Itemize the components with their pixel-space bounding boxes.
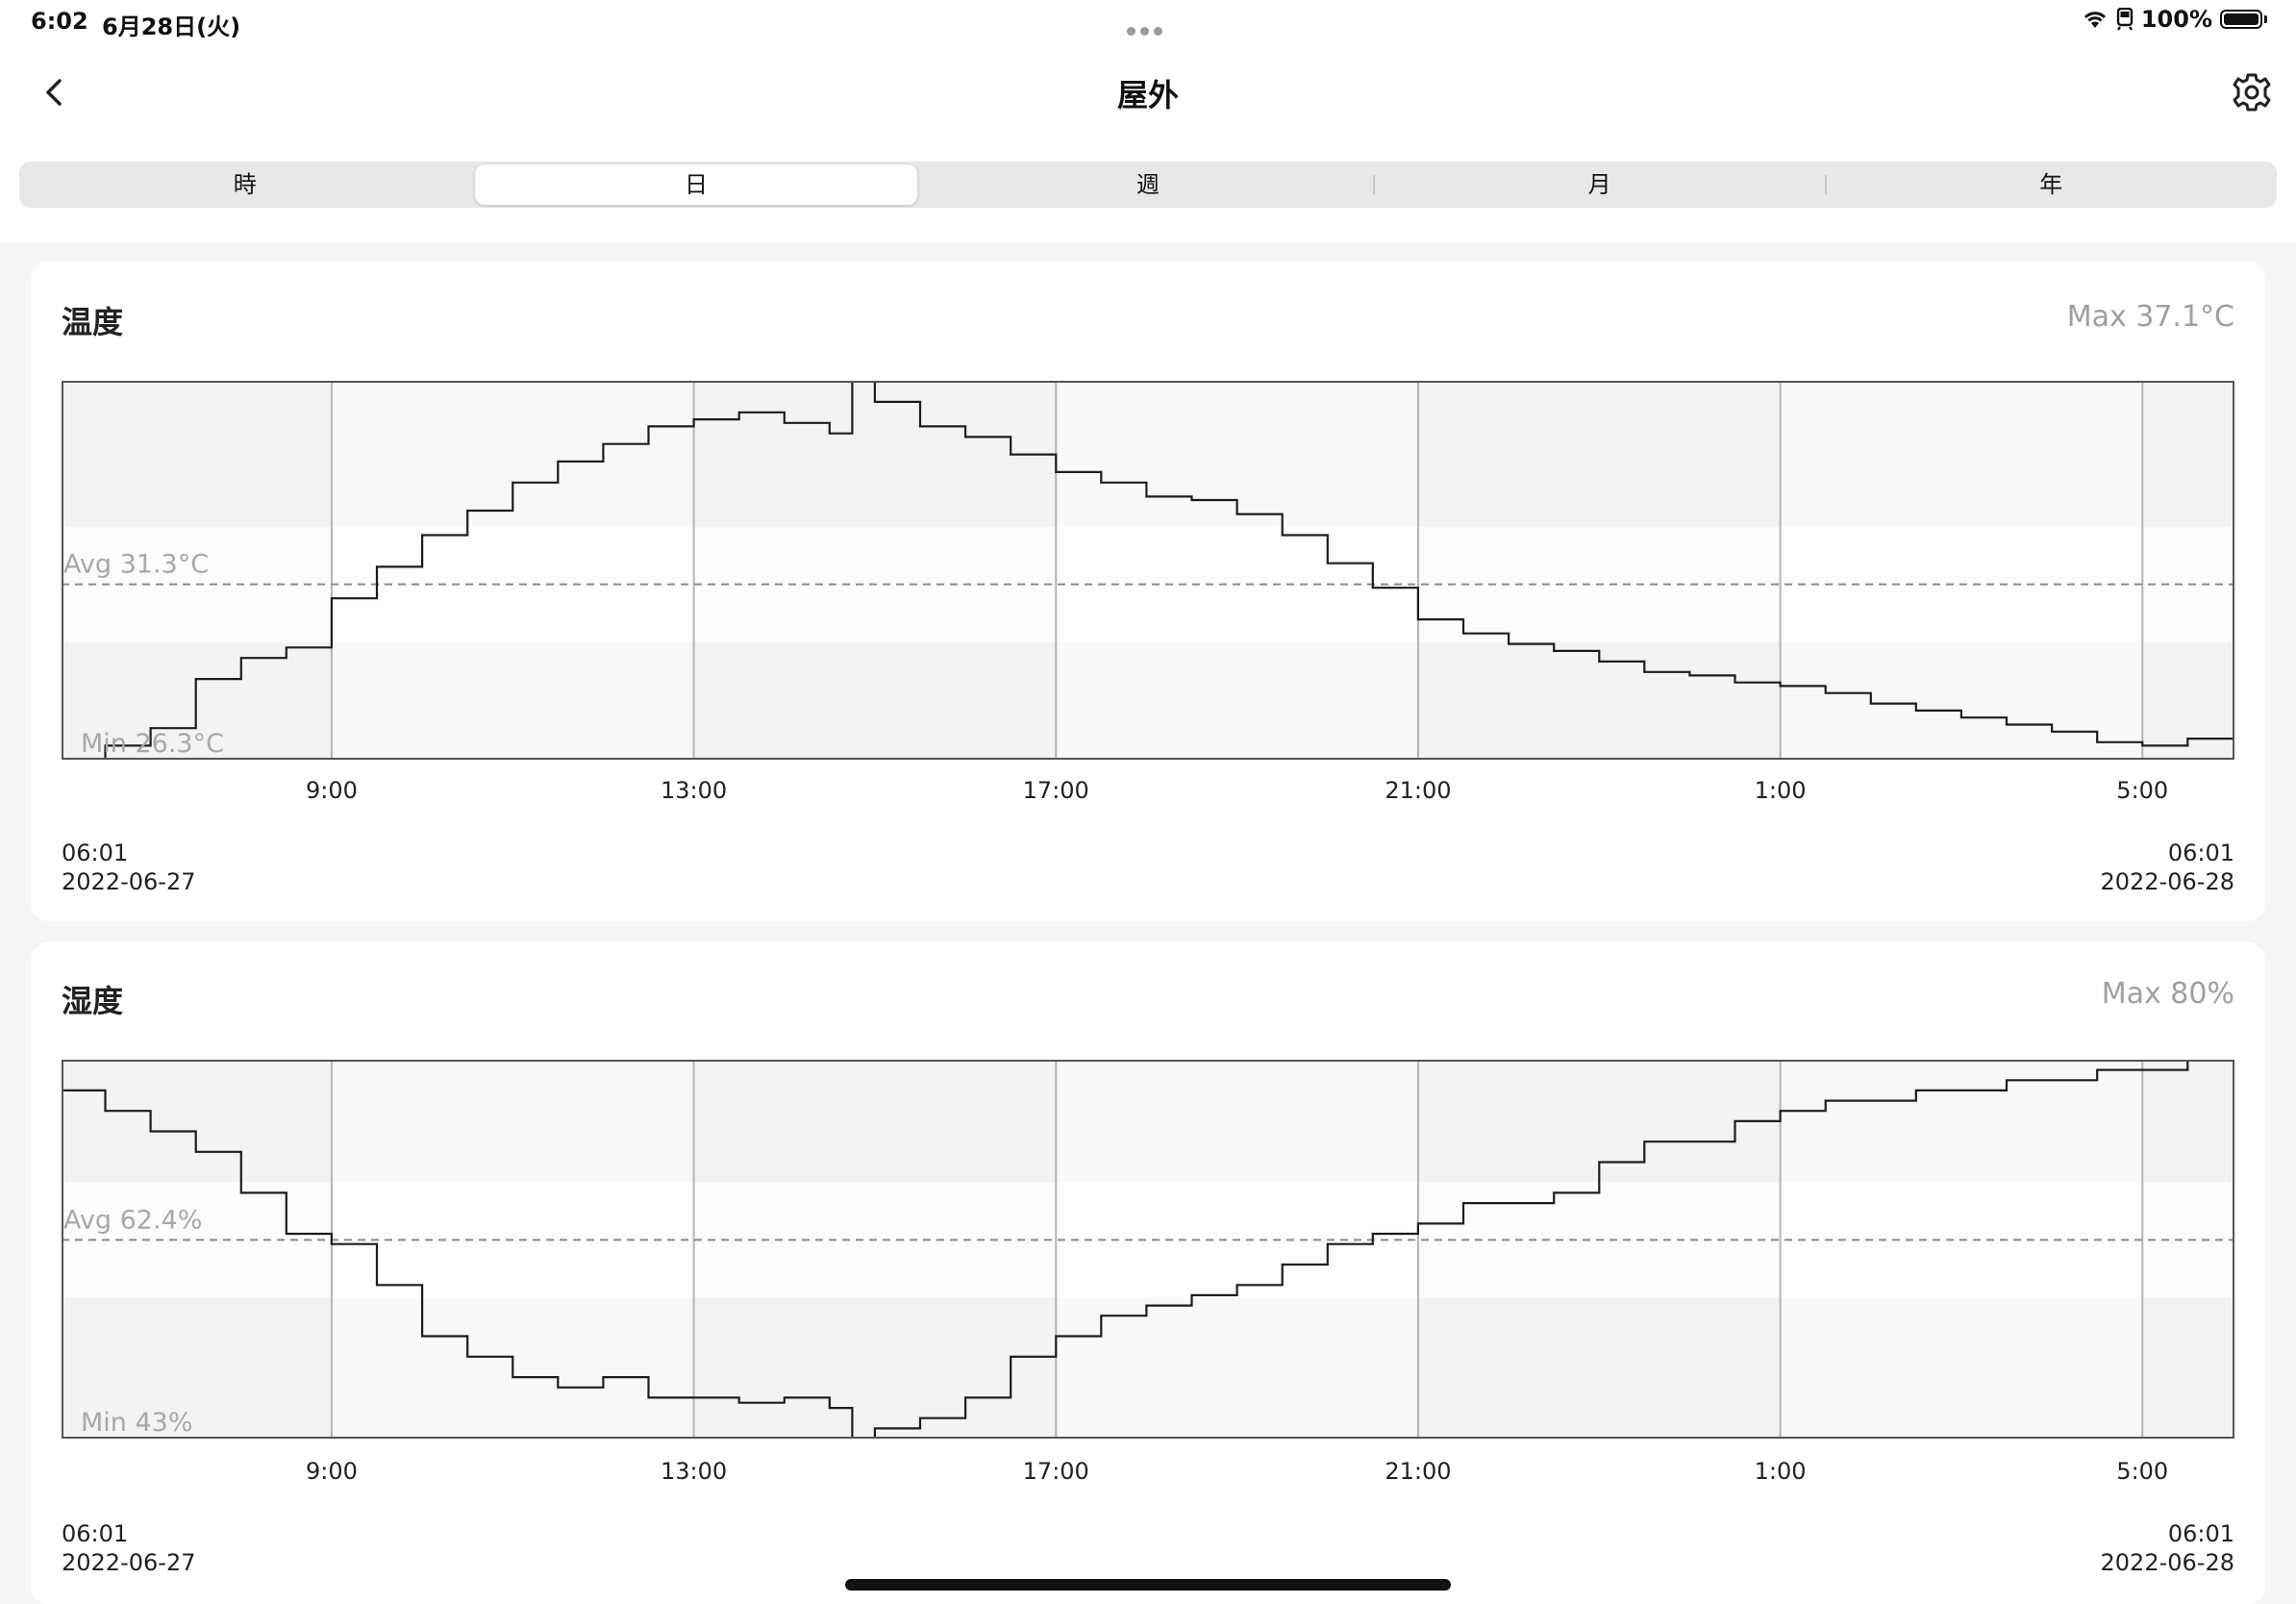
min-label: Min 26.3°C [81, 729, 224, 759]
tab-month[interactable]: 月 [1587, 171, 1611, 198]
chart-frame [62, 381, 2234, 760]
humidity-end: 06:01 2022-06-28 [2101, 1519, 2234, 1577]
x-tick-label: 9:00 [305, 777, 358, 804]
x-tick-label: 21:00 [1385, 777, 1452, 804]
temperature-card: 温度 Max 37.1°C Avg 31.3°C Min 26.3°C 9:00 1… [31, 262, 2265, 921]
end-time: 06:01 [2167, 840, 2234, 866]
x-tick-label: 13:00 [661, 777, 728, 804]
page-title: 屋外 [1116, 77, 1179, 113]
multitasking-dots-icon[interactable] [1127, 21, 1167, 39]
segment-divider [1373, 175, 1375, 194]
start-date: 2022-06-27 [62, 868, 196, 895]
humidity-chart: Avg 62.4% Min 43% [62, 1060, 2234, 1439]
tab-week[interactable]: 週 [1136, 171, 1160, 198]
tab-day[interactable]: 日 [475, 164, 917, 205]
temperature-title: 温度 [62, 304, 124, 340]
x-tick-label: 21:00 [1385, 1458, 1452, 1485]
segment-divider [1825, 175, 1827, 194]
start-date: 2022-06-27 [62, 1549, 196, 1576]
x-tick-label: 17:00 [1022, 777, 1089, 804]
start-time: 06:01 [62, 840, 129, 866]
chevron-left-icon[interactable] [37, 73, 75, 112]
status-indicators: 100% [2082, 6, 2267, 33]
period-segmented-control: 時 日 週 月 年 [19, 162, 2277, 208]
status-date: 6月28日(火) [102, 13, 241, 40]
x-tick-label: 13:00 [661, 1458, 728, 1485]
temperature-end: 06:01 2022-06-28 [2101, 839, 2234, 896]
end-time: 06:01 [2167, 1520, 2234, 1547]
battery-percent: 100% [2140, 6, 2212, 33]
train-icon [2116, 8, 2134, 31]
start-time: 06:01 [62, 1520, 129, 1547]
top-bar: 6:02 6月28日(火) 100% 屋外 時 日 週 月 年 [0, 0, 2296, 242]
gear-icon[interactable] [2231, 71, 2273, 113]
wifi-icon [2084, 12, 2106, 28]
humidity-max: Max 80% [2101, 977, 2234, 1011]
series-line [62, 381, 2234, 760]
x-tick-label: 5:00 [2116, 1458, 2169, 1485]
x-tick-label: 9:00 [305, 1458, 358, 1485]
home-indicator[interactable] [845, 1579, 1451, 1591]
avg-label: Avg 31.3°C [63, 550, 209, 580]
humidity-title: 湿度 [62, 983, 124, 1019]
series-line [62, 1060, 2234, 1439]
temperature-max: Max 37.1°C [2066, 300, 2234, 334]
tab-year[interactable]: 年 [2039, 171, 2063, 198]
x-tick-label: 1:00 [1754, 777, 1807, 804]
end-date: 2022-06-28 [2100, 868, 2234, 895]
x-tick-label: 5:00 [2116, 777, 2169, 804]
avg-label: Avg 62.4% [63, 1205, 202, 1235]
temperature-chart: Avg 31.3°C Min 26.3°C [62, 381, 2234, 760]
humidity-start: 06:01 2022-06-27 [62, 1519, 195, 1577]
tab-hour[interactable]: 時 [233, 171, 257, 198]
end-date: 2022-06-28 [2100, 1549, 2234, 1576]
battery-icon [2220, 10, 2262, 29]
status-time: 6:02 [31, 8, 88, 35]
temperature-start: 06:01 2022-06-27 [62, 839, 195, 896]
x-tick-label: 17:00 [1022, 1458, 1089, 1485]
x-tick-label: 1:00 [1754, 1458, 1807, 1485]
chart-frame [62, 1060, 2234, 1439]
humidity-card: 湿度 Max 80% Avg 62.4% Min 43% 9:00 13:00 17:… [31, 942, 2265, 1604]
min-label: Min 43% [81, 1408, 193, 1438]
